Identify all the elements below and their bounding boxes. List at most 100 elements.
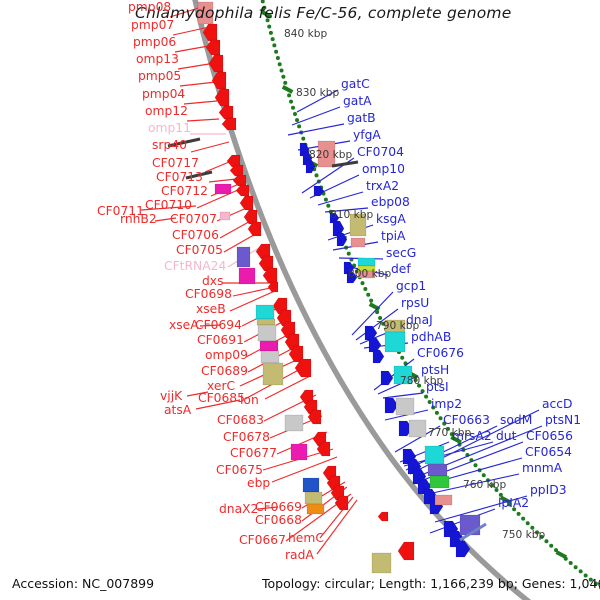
gene-feature[interactable] xyxy=(243,209,258,225)
gene-feature[interactable] xyxy=(219,211,231,221)
gene-label-xerc[interactable]: xerC xyxy=(207,379,236,393)
gene-label-cf0667[interactable]: CF0667 xyxy=(239,533,286,547)
gene-feature[interactable] xyxy=(307,409,322,425)
gene-feature[interactable] xyxy=(397,541,415,561)
gene-label-pmp05[interactable]: pmp05 xyxy=(138,69,182,83)
gene-label-lon[interactable]: lon xyxy=(240,393,259,407)
gene-feature[interactable] xyxy=(290,443,308,461)
gene-feature[interactable] xyxy=(202,23,218,42)
gene-feature[interactable] xyxy=(459,514,481,536)
gene-label-cf0676[interactable]: CF0676 xyxy=(417,346,464,360)
gene-feature[interactable] xyxy=(317,140,336,168)
gene-label-omp13[interactable]: omp13 xyxy=(136,52,179,66)
gene-label-omp11[interactable]: omp11 xyxy=(148,121,191,135)
gene-label-gatb[interactable]: gatB xyxy=(347,111,376,125)
gene-feature[interactable] xyxy=(429,475,450,489)
gene-feature[interactable] xyxy=(316,441,331,457)
gene-feature[interactable] xyxy=(346,271,358,284)
gene-label-secg[interactable]: secG xyxy=(386,246,417,260)
gene-feature[interactable] xyxy=(380,370,394,386)
gene-label-cf0691[interactable]: CF0691 xyxy=(197,333,244,347)
gene-label-cf0656[interactable]: CF0656 xyxy=(526,429,573,443)
gene-feature[interactable] xyxy=(350,237,366,248)
gene-feature[interactable] xyxy=(305,159,316,174)
gene-feature[interactable] xyxy=(205,39,221,56)
gene-feature[interactable] xyxy=(384,397,399,414)
gene-label-pmp04[interactable]: pmp04 xyxy=(142,87,186,101)
gene-label-vjjk[interactable]: vjjK xyxy=(160,389,183,403)
gene-label-cf0704[interactable]: CF0704 xyxy=(357,145,404,159)
gene-feature[interactable] xyxy=(262,267,278,284)
gene-feature[interactable] xyxy=(384,331,406,353)
gene-label-omp12[interactable]: omp12 xyxy=(145,104,188,118)
gene-label-imp2[interactable]: imp2 xyxy=(431,397,463,411)
gene-feature[interactable] xyxy=(247,221,262,237)
gene-feature[interactable] xyxy=(332,220,345,237)
gene-feature[interactable] xyxy=(260,350,280,364)
gene-label-cf0712[interactable]: CF0712 xyxy=(161,184,208,198)
gene-label-cf0705[interactable]: CF0705 xyxy=(176,243,223,257)
gene-label-accd[interactable]: accD xyxy=(542,397,573,411)
gene-label-cf0706[interactable]: CF0706 xyxy=(172,228,219,242)
gene-feature[interactable] xyxy=(336,232,348,247)
gene-label-pmp06[interactable]: pmp06 xyxy=(133,35,177,49)
gene-features-reverse-strand[interactable] xyxy=(197,1,415,574)
gene-label-xseb[interactable]: xseB xyxy=(196,302,226,316)
gene-feature[interactable] xyxy=(255,304,275,320)
gene-label-mnma[interactable]: mnmA xyxy=(522,461,563,475)
gene-feature[interactable] xyxy=(313,185,325,197)
gene-label-dut[interactable]: dut xyxy=(496,429,517,443)
gene-label-cf0668[interactable]: CF0668 xyxy=(255,513,302,527)
gene-label-pdhab[interactable]: pdhAB xyxy=(411,330,452,344)
gene-feature[interactable] xyxy=(256,318,276,326)
gene-feature[interactable] xyxy=(197,1,214,25)
gene-feature[interactable] xyxy=(364,325,378,341)
gene-label-cf0685[interactable]: CF0685 xyxy=(198,391,245,405)
gene-feature[interactable] xyxy=(455,540,471,558)
gene-features-forward-strand[interactable] xyxy=(299,140,481,558)
gene-feature[interactable] xyxy=(372,349,385,364)
gene-label-gatc[interactable]: gatC xyxy=(341,77,370,91)
gene-label-xsea[interactable]: xseA xyxy=(169,318,199,332)
gene-label-cf0717[interactable]: CF0717 xyxy=(152,156,199,170)
gene-label-cf0713[interactable]: CF0713 xyxy=(156,170,203,184)
gene-label-lpia2[interactable]: lpIA2 xyxy=(498,496,530,510)
gene-feature[interactable] xyxy=(211,71,227,90)
gene-feature[interactable] xyxy=(427,463,448,477)
gene-feature[interactable] xyxy=(208,54,224,73)
gene-label-ptsh[interactable]: ptsH xyxy=(421,363,450,377)
gene-feature[interactable] xyxy=(232,174,247,187)
gene-feature[interactable] xyxy=(229,164,244,177)
gene-feature[interactable] xyxy=(424,445,445,465)
gene-feature[interactable] xyxy=(302,477,320,493)
gene-label-pmp07[interactable]: pmp07 xyxy=(131,18,175,32)
gene-label-cf0669[interactable]: CF0669 xyxy=(255,500,302,514)
gene-feature[interactable] xyxy=(235,184,250,197)
gene-feature[interactable] xyxy=(377,511,389,522)
gene-feature[interactable] xyxy=(257,324,277,342)
gene-label-rnhb2[interactable]: rnhB2 xyxy=(120,212,157,226)
gene-feature[interactable] xyxy=(238,267,256,285)
gene-feature[interactable] xyxy=(343,261,355,275)
gene-feature[interactable] xyxy=(214,183,232,195)
gene-label-cf0710[interactable]: CF0710 xyxy=(145,198,192,212)
gene-feature[interactable] xyxy=(357,257,376,267)
gene-feature[interactable] xyxy=(284,414,304,432)
gene-label-rada[interactable]: radA xyxy=(285,548,314,562)
gene-label-gcp1[interactable]: gcp1 xyxy=(396,279,427,293)
gene-label-cftrna24[interactable]: CFtRNA24 xyxy=(164,259,227,273)
gene-label-omp09[interactable]: omp09 xyxy=(205,348,248,362)
gene-feature[interactable] xyxy=(329,212,340,224)
gene-feature[interactable] xyxy=(294,358,312,378)
gene-label-sodm[interactable]: sodM xyxy=(500,413,533,427)
gene-label-cf0663[interactable]: CF0663 xyxy=(443,413,490,427)
gene-label-ptsi[interactable]: ptsI xyxy=(426,380,449,394)
gene-label-srp40[interactable]: srp40 xyxy=(152,138,187,152)
gene-label-dnax2[interactable]: dnaX2 xyxy=(219,502,259,516)
gene-label-omp10[interactable]: omp10 xyxy=(362,162,405,176)
gene-label-cf0654[interactable]: CF0654 xyxy=(525,445,572,459)
gene-label-ppid3[interactable]: ppID3 xyxy=(530,483,567,497)
gene-label-cf0711[interactable]: CF0711 xyxy=(97,204,144,218)
gene-feature[interactable] xyxy=(371,552,392,574)
gene-feature[interactable] xyxy=(434,494,453,506)
